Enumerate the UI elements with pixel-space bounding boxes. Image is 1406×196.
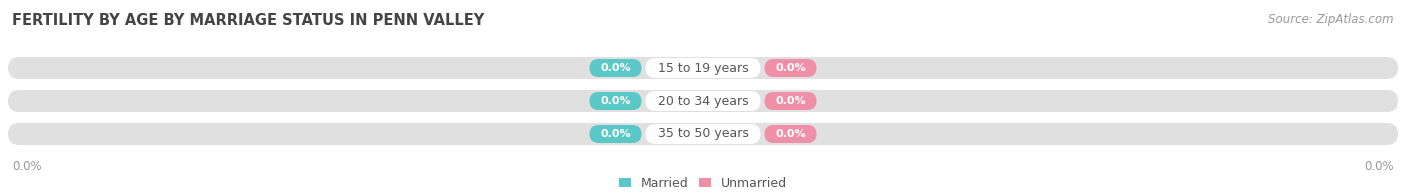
FancyBboxPatch shape <box>765 59 817 77</box>
Text: 0.0%: 0.0% <box>775 129 806 139</box>
FancyBboxPatch shape <box>589 125 641 143</box>
FancyBboxPatch shape <box>765 92 817 110</box>
FancyBboxPatch shape <box>765 125 817 143</box>
Text: 20 to 34 years: 20 to 34 years <box>658 94 748 107</box>
FancyBboxPatch shape <box>8 57 1398 79</box>
FancyBboxPatch shape <box>645 58 761 78</box>
Text: 0.0%: 0.0% <box>600 129 631 139</box>
Legend: Married, Unmarried: Married, Unmarried <box>619 177 787 190</box>
FancyBboxPatch shape <box>589 92 641 110</box>
FancyBboxPatch shape <box>8 123 1398 145</box>
FancyBboxPatch shape <box>8 90 1398 112</box>
Text: 0.0%: 0.0% <box>600 96 631 106</box>
Text: 0.0%: 0.0% <box>600 63 631 73</box>
Text: 0.0%: 0.0% <box>1364 160 1393 172</box>
Text: FERTILITY BY AGE BY MARRIAGE STATUS IN PENN VALLEY: FERTILITY BY AGE BY MARRIAGE STATUS IN P… <box>13 13 484 28</box>
Text: 0.0%: 0.0% <box>775 96 806 106</box>
Text: 0.0%: 0.0% <box>13 160 42 172</box>
FancyBboxPatch shape <box>645 124 761 144</box>
Text: Source: ZipAtlas.com: Source: ZipAtlas.com <box>1268 13 1393 26</box>
Text: 35 to 50 years: 35 to 50 years <box>658 128 748 141</box>
Text: 15 to 19 years: 15 to 19 years <box>658 62 748 74</box>
Text: 0.0%: 0.0% <box>775 63 806 73</box>
FancyBboxPatch shape <box>645 91 761 111</box>
FancyBboxPatch shape <box>589 59 641 77</box>
